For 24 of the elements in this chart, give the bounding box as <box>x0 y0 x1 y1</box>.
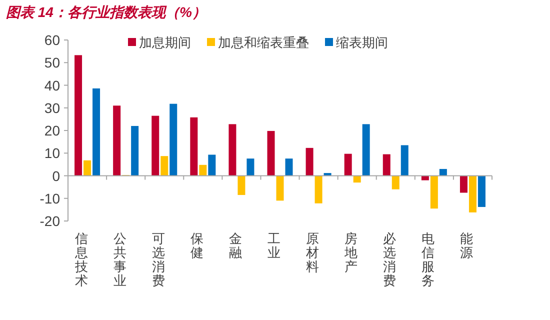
y-tick-label: 60 <box>44 32 60 48</box>
y-tick-label: 0 <box>52 168 60 184</box>
legend-label: 缩表期间 <box>336 35 388 50</box>
y-tick-label: 50 <box>44 54 60 71</box>
y-tick-label: 10 <box>44 145 60 162</box>
y-tick-label: 40 <box>44 77 60 94</box>
x-tick-label: 工业 <box>268 231 280 260</box>
chart-title: 图表 14：各行业指数表现（%） <box>6 4 206 20</box>
x-tick-label: 保健 <box>190 231 204 260</box>
x-tick-label: 可选消费 <box>152 231 165 288</box>
legend-label: 加息和缩表重叠 <box>218 35 309 50</box>
x-tick-label: 公共事业 <box>113 231 126 288</box>
y-tick-label: -10 <box>40 190 60 206</box>
y-tick-label: 20 <box>44 122 60 138</box>
x-tick-label: 信息技术 <box>74 231 88 288</box>
x-tick-label: 房地产 <box>344 231 358 274</box>
x-tick-label: 必选消费 <box>383 231 396 288</box>
legend-label: 加息期间 <box>139 35 191 50</box>
x-tick-label: 金融 <box>228 231 242 260</box>
x-tick-label: 能源 <box>460 231 474 260</box>
y-tick-label: -20 <box>40 213 60 229</box>
y-tick-label: 30 <box>44 100 60 116</box>
x-tick-label: 原材料 <box>305 231 320 274</box>
x-tick-label: 电信服务 <box>422 231 435 288</box>
